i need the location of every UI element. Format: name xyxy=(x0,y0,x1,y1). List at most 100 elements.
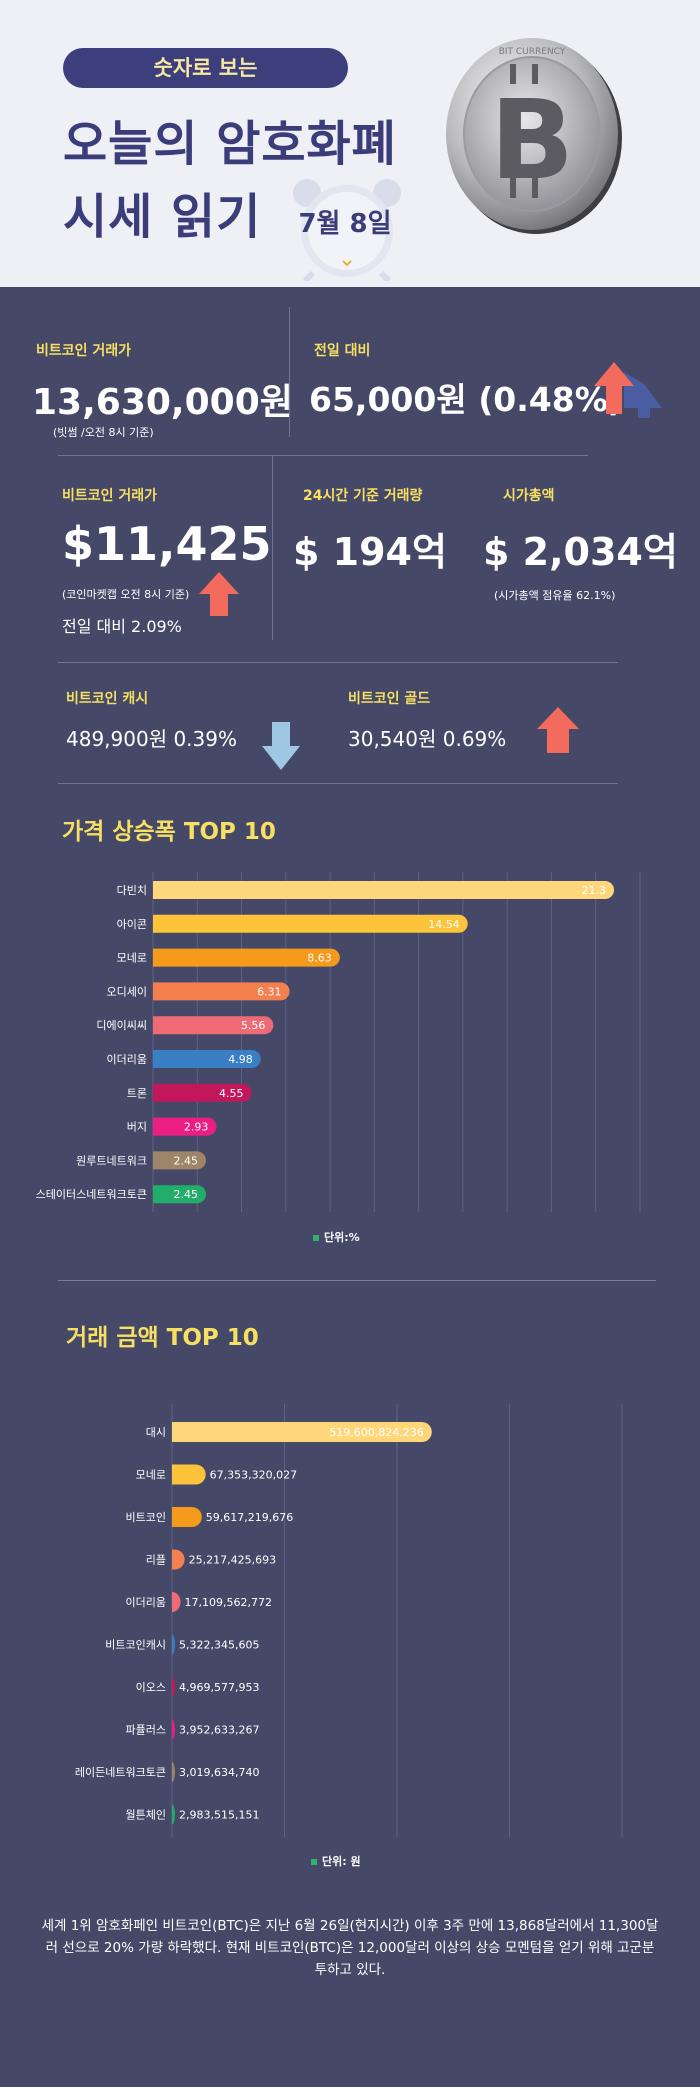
category-label: 버지 xyxy=(127,1121,147,1134)
value-label: 4,969,577,953 xyxy=(179,1681,259,1694)
bch-label: 비트코인 캐시 xyxy=(66,691,149,707)
market-cap-note: (시가총액 점유율 62.1%) xyxy=(494,589,616,602)
category-label: 리플 xyxy=(146,1554,166,1567)
footer-paragraph: 세계 1위 암호화페인 비트코인(BTC)은 지난 6월 26일(현지시간) 이… xyxy=(41,1918,659,1978)
chart2-unit-label: 단위: 원 xyxy=(322,1855,361,1868)
category-label: 대시 xyxy=(146,1426,166,1439)
category-label: 모네로 xyxy=(136,1469,166,1482)
divider xyxy=(289,307,290,437)
legend-dot xyxy=(311,1859,317,1865)
btg-value: 30,540원 0.69% xyxy=(348,727,507,751)
value-label: 5.56 xyxy=(241,1019,266,1032)
divider xyxy=(272,455,273,640)
divider xyxy=(58,455,588,456)
bar xyxy=(172,1549,185,1570)
chart1-title: 가격 상승폭 TOP 10 xyxy=(62,819,276,845)
btc-usd-label: 비트코인 거래가 xyxy=(62,488,158,504)
category-label: 트론 xyxy=(127,1087,147,1100)
value-label: 67,353,320,027 xyxy=(210,1469,297,1482)
chart2-unit: 단위: 원 xyxy=(311,1853,361,1869)
volume-value: $ 194억 xyxy=(293,530,447,574)
btc-krw-price: 13,630,000원 xyxy=(32,382,293,423)
btc-usd-price: $11,425 xyxy=(62,517,272,571)
main-panel xyxy=(0,287,700,2087)
value-label: 25,217,425,693 xyxy=(189,1554,276,1567)
volume-label: 24시간 기준 거래량 xyxy=(303,488,423,504)
bar xyxy=(172,1677,175,1697)
market-cap-label: 시가총액 xyxy=(503,488,555,504)
divider xyxy=(58,1280,656,1281)
category-label: 비트코인 xyxy=(126,1511,166,1524)
divider xyxy=(58,662,618,663)
bar xyxy=(172,1464,206,1485)
bar xyxy=(172,1422,432,1442)
chart1-unit: 단위:% xyxy=(313,1229,360,1245)
btc-change-label: 전일 대비 xyxy=(314,343,371,359)
bitcoin-coin-icon: B BIT CURRENCY xyxy=(446,38,622,234)
btg-label: 비트코인 골드 xyxy=(348,691,431,707)
chart1-unit-label: 단위:% xyxy=(324,1231,360,1244)
value-label: 2.45 xyxy=(174,1188,199,1201)
category-label: 비트코인캐시 xyxy=(105,1639,166,1652)
up-down-arrow-icon xyxy=(594,362,662,418)
category-label: 스테이터스네트워크토큰 xyxy=(36,1188,147,1201)
category-label: 파퓰러스 xyxy=(126,1724,166,1737)
value-label: 5,322,345,605 xyxy=(179,1639,259,1652)
value-label: 14.54 xyxy=(428,918,460,931)
value-label: 21.3 xyxy=(582,884,607,897)
market-cap-value: $ 2,034억 xyxy=(483,530,678,574)
bar xyxy=(153,914,468,933)
page-title-line1: 오늘의 암호화폐 xyxy=(63,116,397,172)
btc-krw-label: 비트코인 거래가 xyxy=(36,343,132,359)
up-arrow-icon xyxy=(199,572,239,616)
up-arrow-icon xyxy=(537,707,579,753)
value-label: 3,952,633,267 xyxy=(179,1724,259,1737)
bar xyxy=(153,1117,217,1136)
category-label: 이오스 xyxy=(136,1681,166,1694)
bch-value: 489,900원 0.39% xyxy=(66,727,237,751)
bar xyxy=(153,1083,252,1102)
bar xyxy=(153,1185,207,1204)
value-label: 3,019,634,740 xyxy=(179,1766,259,1779)
date-label: 7월 8일 xyxy=(298,209,392,239)
bar xyxy=(153,948,340,967)
value-label: 6.31 xyxy=(257,985,282,998)
header-banner: 숫자로 보는 오늘의 암호화폐 시세 읽기 7월 8일 B xyxy=(0,0,700,287)
value-label: 2.93 xyxy=(184,1121,209,1134)
category-label: 이더리움 xyxy=(126,1596,166,1609)
category-label: 레이든네트워크토큰 xyxy=(75,1766,166,1779)
divider xyxy=(58,783,618,784)
bar xyxy=(172,1719,175,1740)
down-arrow-icon xyxy=(262,722,300,770)
bar xyxy=(172,1592,181,1612)
alarm-clock-icon xyxy=(293,179,401,281)
value-label: 59,617,219,676 xyxy=(206,1511,293,1524)
bar xyxy=(153,982,290,1001)
bar xyxy=(172,1804,175,1825)
bar xyxy=(153,1151,207,1170)
bar xyxy=(172,1762,175,1782)
btc-usd-change: 전일 대비 2.09% xyxy=(62,617,182,636)
coin-ring-text: BIT CURRENCY xyxy=(499,47,566,57)
price-gain-chart: 다빈치 21.3 아이콘 14.54 모네로 8.63 오디세이 6.31 디에이씨씨 5.56 이… xyxy=(36,872,641,1212)
value-label: 2,983,515,151 xyxy=(179,1809,259,1822)
category-label: 월튼체인 xyxy=(126,1809,166,1822)
bar xyxy=(153,1016,274,1035)
value-label: 17,109,562,772 xyxy=(185,1596,272,1609)
category-label: 디에이씨씨 xyxy=(96,1019,147,1032)
bar xyxy=(172,1507,202,1527)
header-tag: 숫자로 보는 xyxy=(63,48,348,88)
page-title-line2: 시세 읽기 xyxy=(63,189,262,245)
bar xyxy=(172,1634,175,1655)
value-label: 4.55 xyxy=(219,1087,244,1100)
category-label: 모네로 xyxy=(117,952,147,965)
value-label: 519,600,824,236 xyxy=(329,1426,423,1439)
btc-krw-note: (빗썸 /오전 8시 기준) xyxy=(53,426,154,439)
bar xyxy=(153,1050,261,1068)
category-label: 다빈치 xyxy=(117,884,147,897)
btc-usd-note: (코인마켓캡 오전 8시 기준) xyxy=(62,588,190,601)
value-label: 2.45 xyxy=(174,1154,199,1167)
trade-volume-chart: 대시 519,600,824,236 모네로 67,353,320,027 비트코인 59… xyxy=(75,1404,623,1837)
btc-change-value: 65,000원 (0.48%) xyxy=(309,380,623,419)
category-label: 오디세이 xyxy=(107,985,147,998)
